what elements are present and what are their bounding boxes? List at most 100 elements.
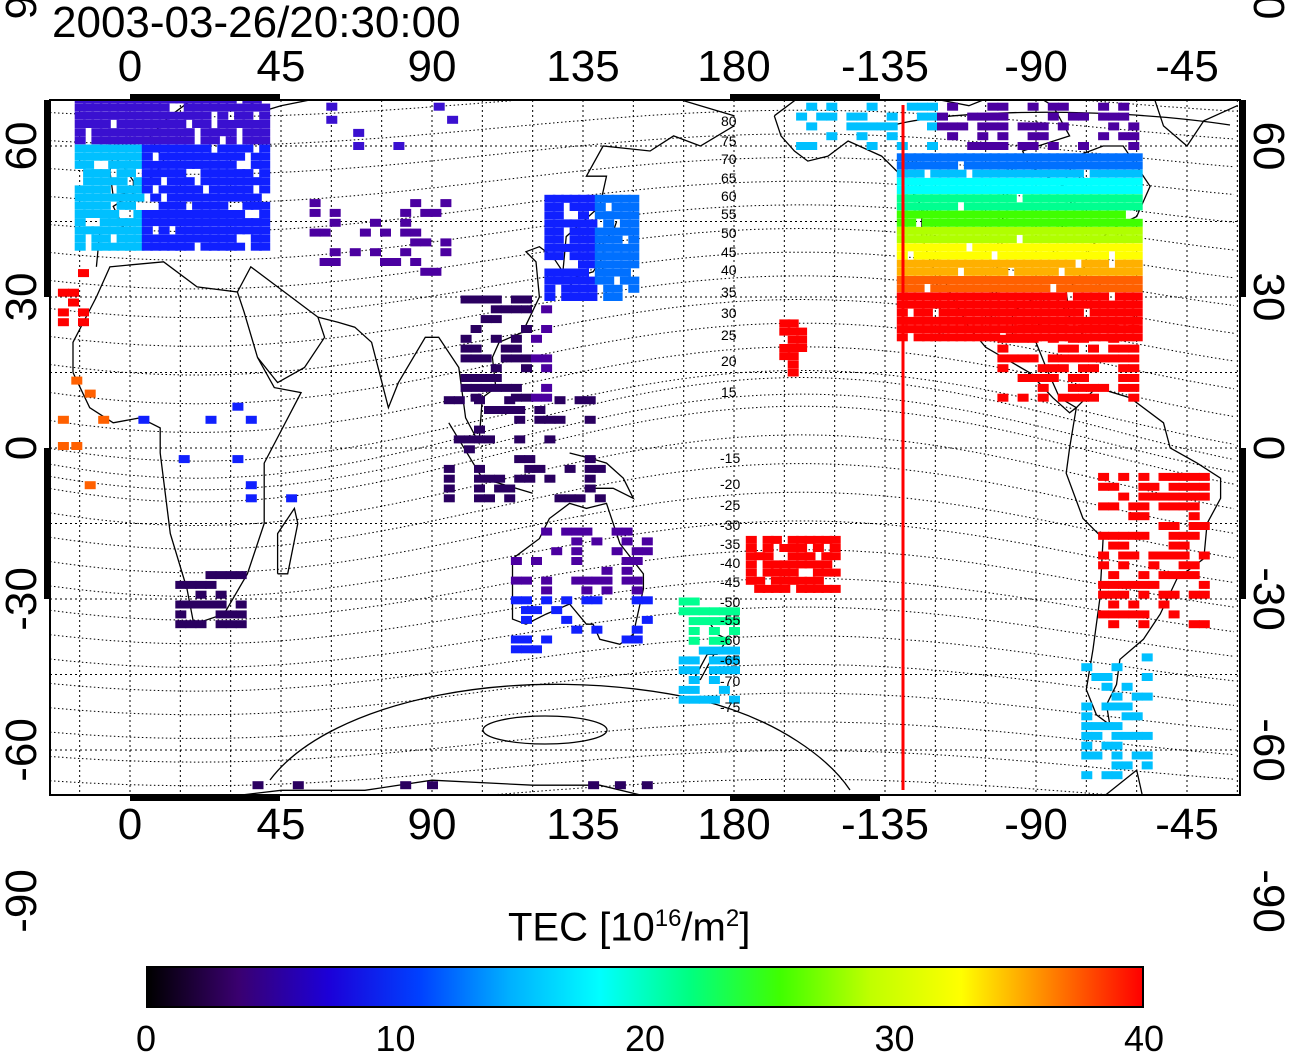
tec-cell xyxy=(601,576,613,585)
tec-cell xyxy=(217,160,229,169)
tec-cell xyxy=(955,153,967,162)
tec-cell xyxy=(619,243,631,252)
tec-cell xyxy=(905,210,917,219)
tec-cell xyxy=(1064,243,1076,252)
tec-cell xyxy=(594,203,606,211)
tec-cell xyxy=(1106,267,1118,276)
tec-cell xyxy=(1047,112,1059,121)
tec-cell xyxy=(242,201,254,210)
tec-cell xyxy=(581,576,593,585)
tec-cell xyxy=(1039,251,1051,260)
tec-cell xyxy=(74,210,86,218)
tec-cell xyxy=(1158,502,1170,511)
tec-cell xyxy=(678,685,690,694)
tec-cell xyxy=(1039,235,1051,244)
tec-cell xyxy=(208,201,220,210)
tec-cell xyxy=(292,781,304,790)
tec-cell xyxy=(708,646,720,655)
tec-cell xyxy=(779,319,791,328)
tec-cell xyxy=(1114,243,1126,252)
tec-cell xyxy=(1039,169,1051,178)
tec-cell xyxy=(1114,292,1126,301)
tec-cell xyxy=(1114,226,1126,235)
tec-cell xyxy=(963,202,975,211)
tec-cell xyxy=(955,194,967,203)
tec-cell xyxy=(125,234,136,243)
tec-cell xyxy=(843,22,854,30)
tec-cell xyxy=(116,201,128,210)
tec-cell xyxy=(1114,259,1126,268)
tec-cell xyxy=(1098,284,1110,293)
tec-cell xyxy=(921,161,933,170)
tec-cell xyxy=(821,560,833,569)
tec-cell xyxy=(474,494,485,503)
tec-cell xyxy=(955,308,967,317)
tec-cell xyxy=(718,617,730,626)
tec-cell xyxy=(250,100,262,104)
tec-cell xyxy=(74,218,86,227)
tec-cell xyxy=(108,103,120,112)
tec-cell xyxy=(904,12,915,20)
tec-cell xyxy=(1056,284,1068,293)
tec-cell xyxy=(116,144,128,153)
lon-tick-bottom: -90 xyxy=(1004,800,1068,849)
tec-cell xyxy=(688,676,700,684)
tec-cell xyxy=(175,120,187,128)
tec-cell xyxy=(1031,316,1042,325)
tec-cell xyxy=(1131,153,1143,162)
tec-cell xyxy=(1081,292,1093,301)
tec-cell xyxy=(1031,300,1042,309)
tec-cell xyxy=(586,276,598,285)
tec-cell xyxy=(569,235,581,244)
tec-cell xyxy=(1027,374,1039,382)
tec-cell xyxy=(655,807,666,815)
tec-cell xyxy=(133,234,145,243)
tec-cell xyxy=(510,295,522,304)
tec-cell xyxy=(989,194,1001,203)
tec-cell xyxy=(997,177,1009,186)
tec-cell xyxy=(470,374,482,382)
tec-cell xyxy=(1017,354,1029,363)
tec-cell xyxy=(1131,202,1143,211)
tec-cell xyxy=(91,193,103,202)
tec-cell xyxy=(158,185,170,194)
tec-cell xyxy=(1148,580,1160,589)
tec-cell xyxy=(440,248,452,257)
tec-cell xyxy=(893,22,904,30)
tec-cell xyxy=(955,169,967,178)
tec-cell xyxy=(571,547,583,556)
tec-cell xyxy=(1114,161,1126,170)
tec-cell xyxy=(1098,267,1110,276)
tec-cell xyxy=(225,169,237,178)
tec-cell xyxy=(524,464,536,473)
tec-cell xyxy=(619,276,631,285)
tec-cell xyxy=(242,100,254,104)
tec-cell xyxy=(1106,243,1118,252)
tec-cell xyxy=(997,364,1009,373)
tec-cell xyxy=(225,100,237,104)
tec-cell xyxy=(1078,142,1089,150)
tec-cell xyxy=(504,494,516,503)
tec-cell xyxy=(913,169,925,178)
tec-cell xyxy=(91,103,103,112)
tec-cell xyxy=(141,103,153,112)
tec-cell xyxy=(955,325,967,334)
tec-cell xyxy=(552,276,564,285)
tec-cell xyxy=(99,226,111,235)
tec-cell xyxy=(561,596,573,605)
tec-cell xyxy=(71,442,83,450)
tec-cell xyxy=(166,128,178,137)
tec-cell xyxy=(200,100,212,104)
tec-cell xyxy=(913,235,925,244)
tec-cell xyxy=(158,242,170,251)
tec-cell xyxy=(594,268,606,277)
tec-cell xyxy=(913,194,925,203)
tec-cell xyxy=(208,128,220,137)
tec-cell xyxy=(688,597,700,606)
tec-cell xyxy=(1108,344,1120,353)
tec-cell xyxy=(1005,325,1017,334)
tec-cell xyxy=(1131,712,1143,721)
tec-cell xyxy=(980,284,992,293)
tec-cell xyxy=(954,42,965,50)
tec-cell xyxy=(1198,482,1210,491)
